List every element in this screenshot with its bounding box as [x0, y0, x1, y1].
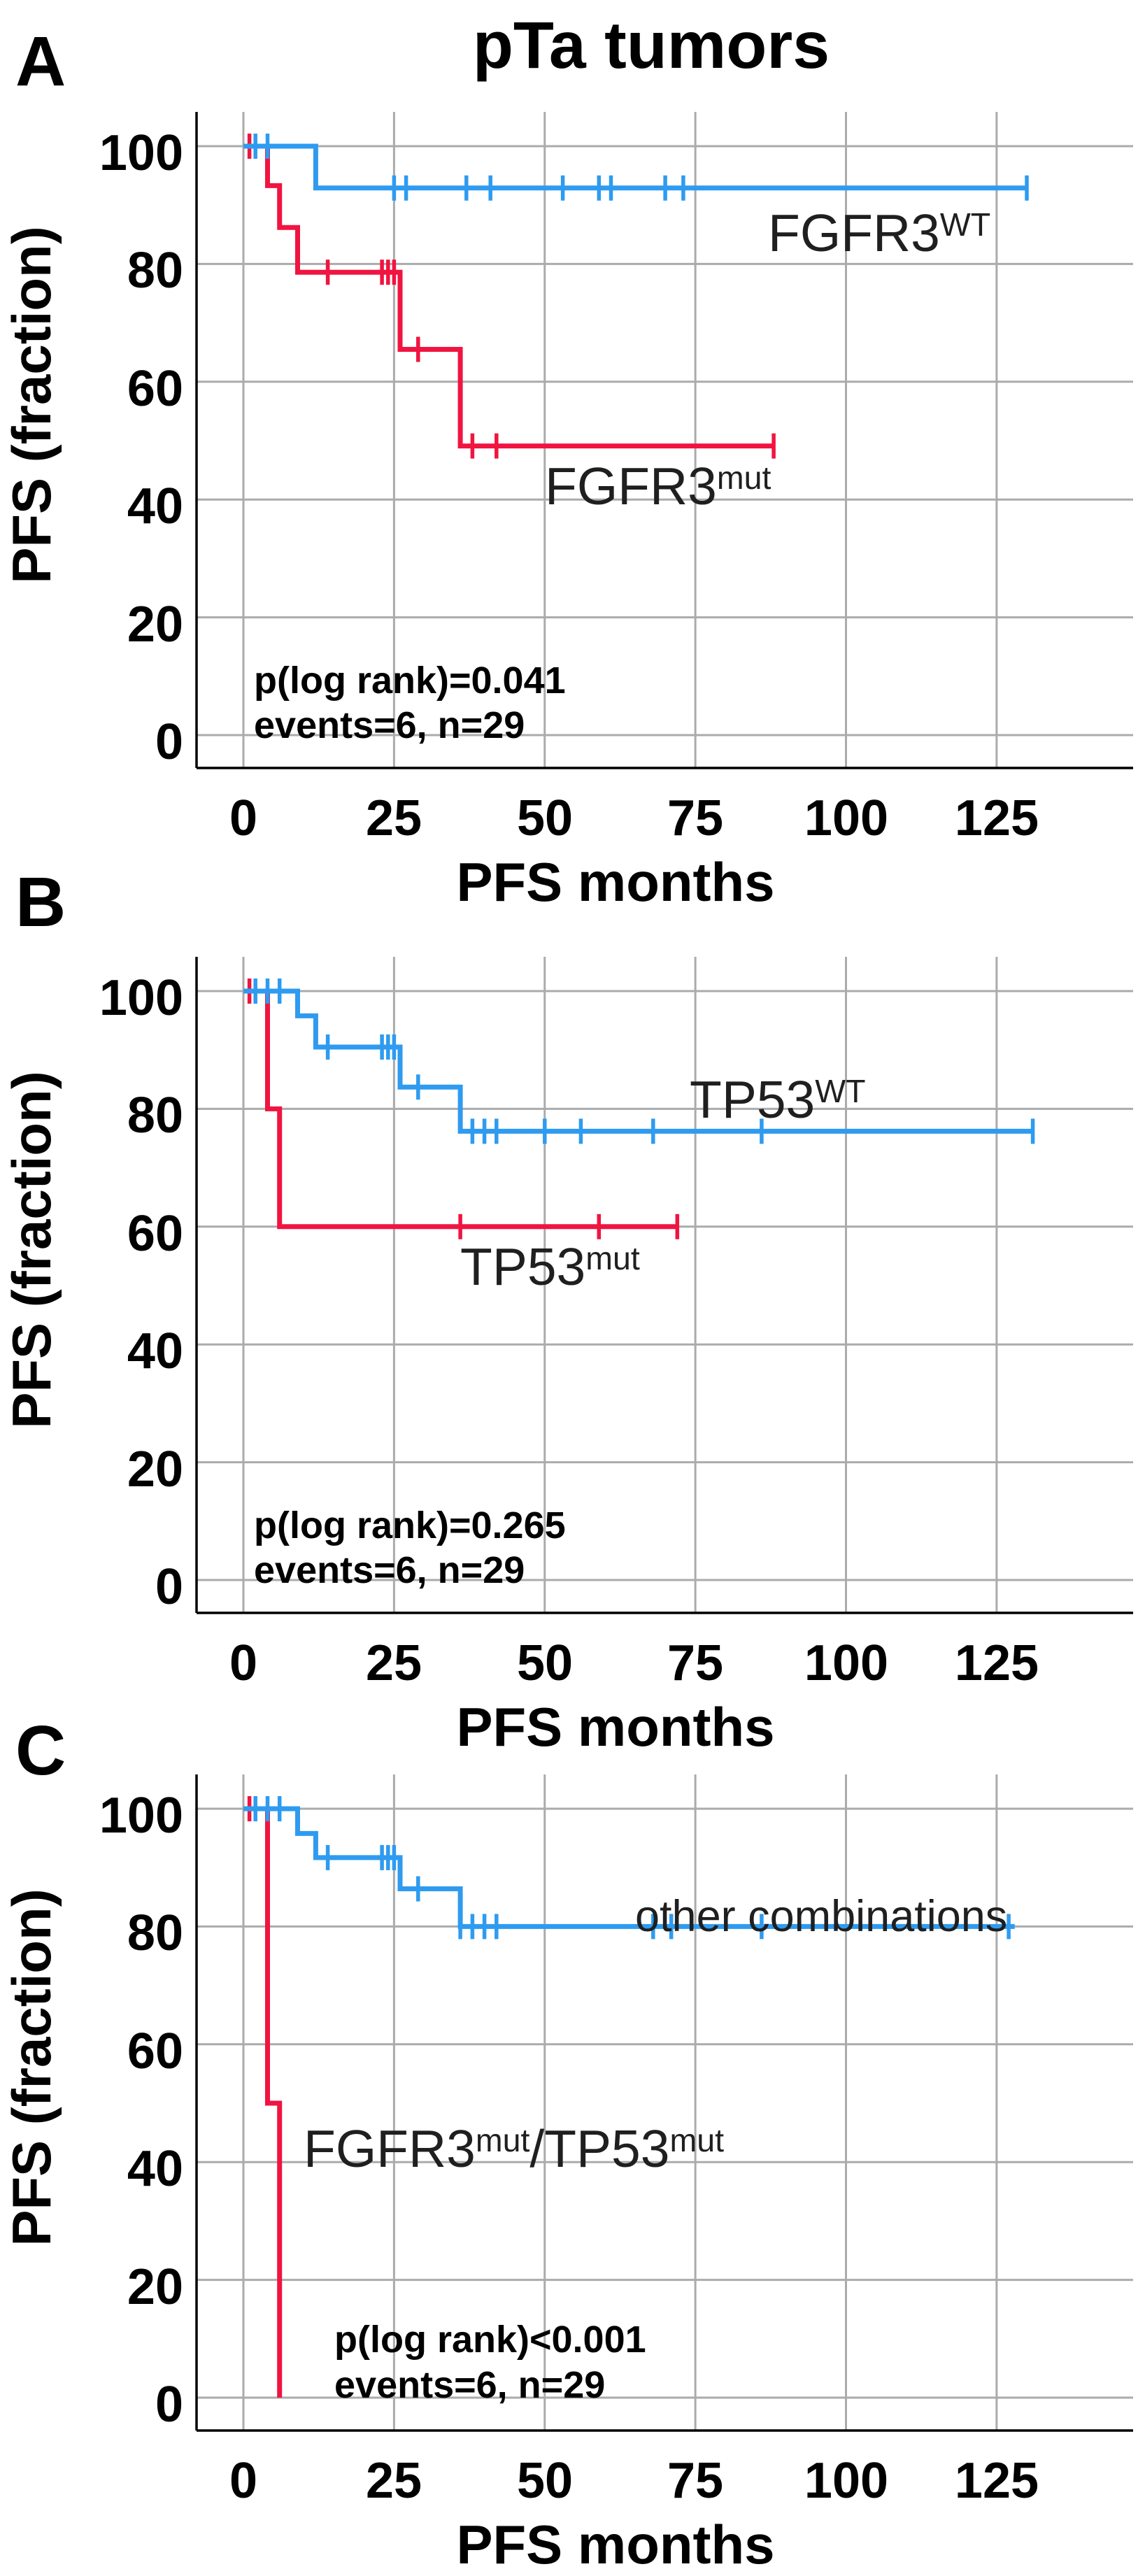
x-tick-C-0: 0: [229, 2453, 258, 2509]
y-tick-B-100: 100: [99, 970, 183, 1026]
series-label-A-1: FGFR3WT: [768, 204, 991, 262]
y-tick-B-40: 40: [127, 1323, 183, 1379]
x-tick-B-125: 125: [954, 1635, 1039, 1691]
y-tick-A-80: 80: [127, 243, 183, 299]
y-tick-C-40: 40: [127, 2141, 183, 2197]
stats-B-events: events=6, n=29: [254, 1549, 525, 1591]
curve-C-0: [243, 1806, 283, 2398]
y-axis-title-B: PFS (fraction): [1, 1071, 62, 1429]
x-tick-C-100: 100: [804, 2453, 889, 2509]
x-tick-A-25: 25: [365, 790, 422, 846]
stats-C-pvalue: p(log rank)<0.001: [334, 2319, 646, 2361]
stats-B-pvalue: p(log rank)=0.265: [254, 1504, 566, 1546]
y-tick-C-80: 80: [127, 1905, 183, 1961]
series-label-B-0: TP53mut: [460, 1237, 640, 1296]
series-label-C-1: other combinations: [635, 1892, 1008, 1941]
x-tick-C-25: 25: [365, 2453, 422, 2509]
series-label-C-0: FGFR3mut/TP53mut: [304, 2119, 724, 2178]
y-tick-C-100: 100: [99, 1788, 183, 1844]
y-tick-A-0: 0: [155, 714, 183, 770]
series-label-sup: mut: [585, 1239, 640, 1276]
y-tick-A-40: 40: [127, 478, 183, 534]
series-label-sup: WT: [939, 206, 991, 243]
y-tick-B-0: 0: [155, 1559, 183, 1615]
x-tick-A-75: 75: [667, 790, 724, 846]
x-tick-A-0: 0: [229, 790, 258, 846]
panel-letter-A: A: [15, 22, 66, 101]
series-label-sup: mut: [475, 2121, 530, 2158]
curve-A-0: [243, 143, 774, 449]
curve-B-1: [243, 988, 1033, 1134]
curve-A-1: [243, 143, 1027, 191]
x-axis-title-C: PFS months: [456, 2514, 775, 2575]
figure-title: pTa tumors: [472, 8, 830, 83]
panel-letter-C: C: [15, 1712, 66, 1790]
x-tick-A-100: 100: [804, 790, 889, 846]
x-tick-A-125: 125: [954, 790, 1039, 846]
x-tick-B-75: 75: [667, 1635, 724, 1691]
series-label-sup: WT: [815, 1072, 866, 1109]
x-tick-C-50: 50: [516, 2453, 574, 2509]
y-axis-title-A: PFS (fraction): [1, 226, 62, 584]
y-tick-A-20: 20: [127, 597, 183, 653]
stats-A-events: events=6, n=29: [254, 704, 525, 746]
x-tick-A-50: 50: [516, 790, 574, 846]
x-tick-B-0: 0: [229, 1635, 258, 1691]
y-axis-title-C: PFS (fraction): [1, 1888, 62, 2247]
y-tick-A-100: 100: [99, 125, 183, 181]
x-tick-C-75: 75: [667, 2453, 724, 2509]
y-tick-B-80: 80: [127, 1088, 183, 1144]
stats-A-pvalue: p(log rank)=0.041: [254, 660, 566, 702]
x-axis-title-A: PFS months: [456, 851, 775, 913]
series-label-sup: mut: [716, 459, 771, 496]
x-tick-C-125: 125: [954, 2453, 1039, 2509]
y-tick-C-0: 0: [155, 2377, 183, 2433]
series-label-B-1: TP53WT: [690, 1070, 866, 1129]
y-tick-B-60: 60: [127, 1206, 183, 1262]
y-tick-C-20: 20: [127, 2259, 183, 2315]
stats-C-events: events=6, n=29: [334, 2364, 606, 2406]
x-tick-B-50: 50: [516, 1635, 574, 1691]
series-label-sup: mut: [669, 2121, 724, 2158]
y-tick-B-20: 20: [127, 1442, 183, 1497]
y-tick-A-60: 60: [127, 361, 183, 417]
x-axis-title-B: PFS months: [456, 1696, 775, 1758]
y-tick-C-60: 60: [127, 2023, 183, 2079]
x-tick-B-25: 25: [365, 1635, 422, 1691]
x-tick-B-100: 100: [804, 1635, 889, 1691]
curve-C-1: [243, 1806, 1015, 1929]
panel-letter-B: B: [15, 863, 66, 941]
series-label-A-0: FGFR3mut: [545, 457, 771, 515]
